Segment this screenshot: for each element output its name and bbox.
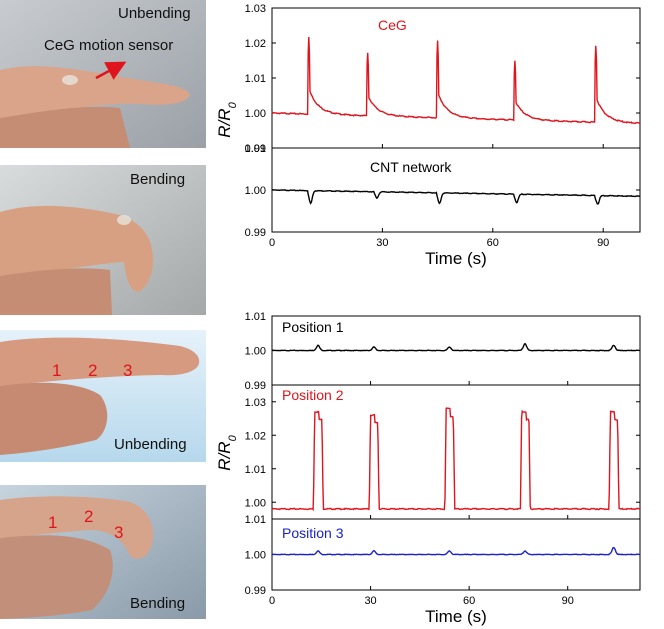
panel-position-3: 0.99 1.00 1.01 Position 3 xyxy=(245,514,641,597)
y-tick-label: 1.00 xyxy=(245,185,266,197)
position-marker-1: 1 xyxy=(48,513,57,532)
photo-label: Bending xyxy=(130,595,185,612)
x-tick-label: 0 xyxy=(269,595,275,607)
photo-label: Bending xyxy=(130,171,185,188)
series-label: Position 3 xyxy=(282,525,344,541)
y-tick-label: 1.01 xyxy=(245,73,266,85)
y-tick-label: 0.99 xyxy=(245,380,266,392)
x-axis-title: Time (s) xyxy=(425,249,487,268)
sensor-annotation: CeG motion sensor xyxy=(44,37,173,54)
y-axis-title: R/R0 xyxy=(215,101,239,137)
panel-ceg: 0.99 1.00 1.01 1.02 1.03 CeG xyxy=(245,3,641,155)
photo-finger-unbending-positions: 1 2 3 Unbending xyxy=(0,330,206,462)
arrow-icon xyxy=(95,61,127,80)
series-label: CNT network xyxy=(370,159,452,175)
series-line xyxy=(271,343,641,352)
y-tick-label: 1.00 xyxy=(245,346,266,358)
x-tick-label: 60 xyxy=(463,595,475,607)
y-tick-label: 0.99 xyxy=(245,143,266,155)
series-line xyxy=(271,546,641,556)
position-marker-2: 2 xyxy=(88,361,97,380)
photo-finger-bending-top: Bending xyxy=(0,165,206,315)
photo-finger-unbending-top: Unbending CeG motion sensor xyxy=(0,0,206,148)
series-label: Position 2 xyxy=(282,387,344,403)
series-line xyxy=(271,407,641,512)
panel-position-1: 0.99 1.00 1.01 Position 1 xyxy=(245,311,641,392)
y-tick-label: 0.99 xyxy=(245,585,266,597)
panel-cnt-network: 0.99 1.00 1.01 CNT network xyxy=(245,143,641,239)
panel-frame xyxy=(271,7,641,149)
y-tick-label: 0.99 xyxy=(245,227,266,239)
y-tick-label: 1.00 xyxy=(245,497,266,509)
chart-ceg-vs-cnt: 0.99 1.00 1.01 1.02 1.03 CeG 0.99 1.00 1.01 CNT n… xyxy=(215,3,641,268)
x-tick-label: 90 xyxy=(562,595,574,607)
series-line xyxy=(271,36,640,125)
x-tick-label: 30 xyxy=(364,595,376,607)
y-tick-label: 1.01 xyxy=(245,311,266,323)
panel-frame xyxy=(271,384,641,520)
y-tick-label: 1.03 xyxy=(245,397,266,409)
position-marker-1: 1 xyxy=(52,361,61,380)
y-tick-label: 1.01 xyxy=(245,143,266,155)
x-axis-title: Time (s) xyxy=(425,607,487,626)
photo-label: Unbending xyxy=(114,436,187,453)
y-tick-label: 1.03 xyxy=(245,3,266,15)
x-tick-label: 30 xyxy=(376,237,388,249)
photo-label: Unbending xyxy=(118,5,191,22)
position-marker-3: 3 xyxy=(123,361,132,380)
chart-positions: 0.99 1.00 1.01 Position 1 1.00 1.01 1.02 1.03 Po… xyxy=(215,311,641,626)
y-tick-label: 1.01 xyxy=(245,514,266,526)
series-label: CeG xyxy=(378,17,407,33)
y-tick-label: 1.01 xyxy=(245,464,266,476)
series-label: Position 1 xyxy=(282,319,344,335)
x-tick-label: 90 xyxy=(597,237,609,249)
x-tick-label: 0 xyxy=(269,237,275,249)
position-marker-3: 3 xyxy=(114,523,123,542)
x-tick-label: 60 xyxy=(487,237,499,249)
y-tick-label: 1.02 xyxy=(245,38,266,50)
panel-position-2: 1.00 1.01 1.02 1.03 Position 2 xyxy=(245,384,641,520)
series-line xyxy=(271,188,641,205)
position-marker-2: 2 xyxy=(84,507,93,526)
y-tick-label: 1.00 xyxy=(245,550,266,562)
y-tick-label: 1.02 xyxy=(245,430,266,442)
photo-finger-bending-positions: 1 2 3 Bending xyxy=(0,485,206,619)
y-tick-label: 1.00 xyxy=(245,108,266,120)
y-axis-title: R/R0 xyxy=(215,434,239,470)
